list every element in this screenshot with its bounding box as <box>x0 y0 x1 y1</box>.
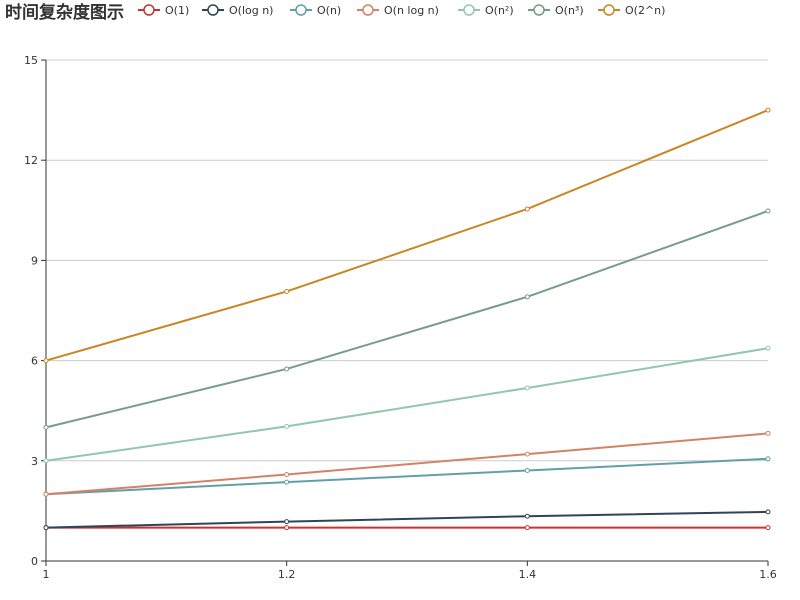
x-tick-label: 1.2 <box>278 568 296 581</box>
series-line <box>45 347 769 462</box>
data-point <box>524 206 530 212</box>
series-6 <box>43 107 771 364</box>
series-lines <box>43 107 771 531</box>
data-point <box>524 513 530 519</box>
data-point <box>284 471 290 477</box>
data-point <box>765 208 771 214</box>
series-line <box>45 210 769 429</box>
series-line <box>45 510 769 529</box>
data-point <box>284 519 290 525</box>
y-tick-label: 15 <box>24 54 38 67</box>
series-4 <box>43 345 771 464</box>
legend-item: O(1) <box>138 4 189 17</box>
data-point <box>765 430 771 436</box>
legend: O(1) O(log n) O(n) O(n log n) O(n²) O(n³) O(2^… <box>138 4 665 17</box>
legend-label: O(n) <box>317 4 341 17</box>
data-point <box>284 288 290 294</box>
data-point <box>524 467 530 473</box>
data-point <box>284 525 290 531</box>
data-point <box>43 491 49 497</box>
legend-marker <box>603 4 615 16</box>
legend-item: O(n³) <box>528 4 584 17</box>
data-point <box>43 424 49 430</box>
y-tick-label: 6 <box>31 355 38 368</box>
legend-marker <box>295 4 307 16</box>
legend-label: O(n²) <box>485 4 514 17</box>
legend-item: O(log n) <box>202 4 273 17</box>
series-0 <box>43 525 771 531</box>
legend-marker <box>533 4 545 16</box>
data-point <box>765 525 771 531</box>
legend-item: O(n log n) <box>357 4 439 17</box>
data-point <box>765 456 771 462</box>
legend-label: O(n³) <box>555 4 584 17</box>
legend-item: O(2^n) <box>598 4 665 17</box>
series-3 <box>43 430 771 497</box>
legend-label: O(n log n) <box>384 4 439 17</box>
y-tick-label: 9 <box>31 254 38 267</box>
series-line <box>45 432 769 496</box>
legend-marker <box>463 4 475 16</box>
axes: 0 3 6 9 12 15 1 1.2 1.4 1.6 <box>24 54 777 581</box>
data-point <box>524 294 530 300</box>
data-point <box>765 509 771 515</box>
x-tick-label: 1.6 <box>759 568 777 581</box>
data-point <box>284 479 290 485</box>
x-tick-label: 1 <box>43 568 50 581</box>
y-tick-label: 12 <box>24 154 38 167</box>
series-line <box>45 457 769 496</box>
legend-label: O(2^n) <box>625 4 665 17</box>
y-tick-label: 0 <box>31 555 38 568</box>
legend-label: O(1) <box>165 4 189 17</box>
data-point <box>765 107 771 113</box>
data-point <box>43 358 49 364</box>
data-point <box>524 385 530 391</box>
data-point <box>765 345 771 351</box>
data-point <box>524 451 530 457</box>
series-line <box>45 109 769 362</box>
x-tick-label: 1.4 <box>519 568 537 581</box>
legend-item: O(n) <box>290 4 341 17</box>
data-point <box>284 366 290 372</box>
data-point <box>43 458 49 464</box>
y-tick-label: 3 <box>31 455 38 468</box>
data-point <box>43 525 49 531</box>
series-2 <box>43 456 771 497</box>
chart-title: 时间复杂度图示 <box>5 2 124 23</box>
legend-item: O(n²) <box>458 4 514 17</box>
data-point <box>284 423 290 429</box>
data-point <box>524 525 530 531</box>
legend-label: O(log n) <box>229 4 273 17</box>
series-1 <box>43 509 771 531</box>
legend-marker <box>143 4 155 16</box>
legend-marker <box>207 4 219 16</box>
series-5 <box>43 208 771 430</box>
legend-marker <box>362 4 374 16</box>
